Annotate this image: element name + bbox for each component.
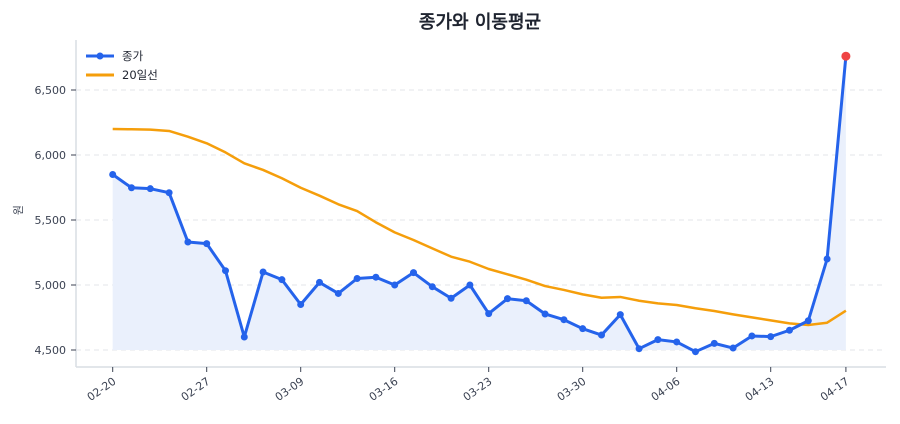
legend-item-ma: 20일선 [86, 68, 158, 82]
y-tick-label: 5,000 [35, 279, 67, 292]
x-tick-label: 02-20 [85, 375, 119, 404]
y-tick-label: 4,500 [35, 344, 67, 357]
x-axis-ticks: 02-20 02-27 03-09 03-16 03-23 03-30 04-06 04-13… [85, 367, 852, 404]
legend-item-close: 종가 [86, 49, 144, 63]
legend-close-label: 종가 [122, 49, 144, 63]
data-point-marker [447, 294, 455, 302]
x-tick-label: 03-30 [555, 375, 589, 404]
legend-close-marker-icon [96, 52, 104, 60]
data-point-marker [579, 325, 587, 333]
x-tick-label: 02-27 [179, 375, 213, 404]
data-point-marker [654, 336, 662, 344]
data-point-marker [786, 326, 793, 334]
data-point-marker [748, 332, 756, 340]
data-point-marker [410, 269, 417, 277]
y-tick-label: 6,500 [35, 84, 67, 97]
data-point-marker [710, 339, 718, 347]
legend-ma-label: 20일선 [122, 68, 158, 82]
y-tick-label: 5,500 [35, 214, 67, 227]
data-point-marker [297, 301, 305, 308]
data-point-marker [767, 333, 775, 341]
data-point-marker [598, 331, 605, 339]
data-point-marker [522, 297, 530, 305]
x-tick-label: 03-09 [273, 375, 307, 404]
data-point-marker [278, 276, 286, 284]
data-point-marker [222, 267, 229, 275]
axes [75, 40, 886, 368]
data-point-marker [485, 310, 493, 318]
ma-line-series [112, 127, 847, 327]
data-point-marker [466, 281, 474, 289]
data-point-marker [823, 255, 831, 263]
data-point-marker [391, 281, 399, 289]
data-point-marker [259, 268, 267, 276]
data-point-marker [146, 185, 154, 193]
data-point-marker [165, 189, 173, 197]
data-point-marker [804, 317, 812, 325]
close-fill-area [112, 56, 846, 352]
y-axis-ticks: 4,500 5,000 5,500 6,000 6,500 [35, 84, 76, 357]
y-tick-label: 6,000 [35, 149, 67, 162]
data-point-marker [692, 348, 699, 356]
x-tick-label: 04-13 [743, 375, 777, 404]
data-point-marker [203, 240, 211, 248]
data-point-marker [428, 283, 436, 291]
x-tick-label: 03-23 [461, 375, 495, 404]
last-point-marker [841, 51, 851, 61]
data-point-marker [334, 289, 342, 297]
data-point-marker [673, 338, 681, 346]
chart-title: 종가와 이동평균 [419, 12, 541, 33]
x-tick-label: 04-06 [649, 375, 683, 404]
data-point-marker [184, 238, 192, 246]
data-point-marker [635, 345, 643, 353]
x-tick-label: 03-16 [367, 375, 401, 404]
data-point-marker [560, 316, 568, 324]
data-point-marker [109, 171, 117, 178]
close-line-series [109, 51, 851, 356]
data-point-marker [541, 310, 549, 318]
x-tick-label: 04-17 [818, 375, 852, 404]
y-axis-label: 원 [12, 205, 25, 215]
data-point-marker [353, 275, 361, 282]
legend: 종가 20일선 [86, 49, 158, 82]
data-point-marker [729, 344, 737, 352]
data-point-marker [316, 278, 323, 286]
data-point-marker [128, 184, 135, 192]
data-point-marker [372, 273, 380, 281]
data-point-marker [240, 333, 248, 341]
data-point-marker [616, 311, 624, 319]
data-point-marker [504, 295, 511, 303]
